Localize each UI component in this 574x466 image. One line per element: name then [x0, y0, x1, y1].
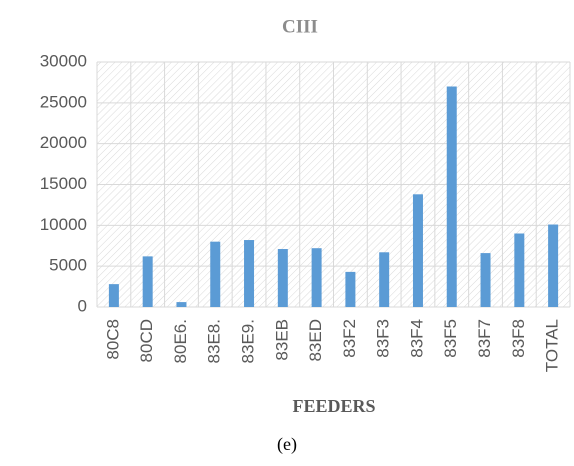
caption: (e) [277, 434, 297, 455]
bar [108, 284, 119, 307]
bar [345, 271, 356, 307]
y-tick-label: 30000 [40, 51, 87, 70]
x-tick-label: TOTAL [543, 319, 562, 372]
x-tick-label: 80C8 [103, 319, 122, 360]
x-tick-label: 83F4 [407, 319, 426, 358]
x-tick-label: 83F2 [340, 319, 359, 358]
x-axis-label: FEEDERS [292, 396, 375, 416]
y-tick-label: 10000 [40, 215, 87, 234]
x-tick-label: 83EB [272, 319, 291, 361]
x-tick-label: 83ED [306, 319, 325, 362]
bar [142, 256, 153, 307]
x-tick-label: 80CD [137, 319, 156, 362]
x-tick-label: 83E9. [239, 319, 258, 363]
y-tick-label: 5000 [49, 256, 87, 275]
chart-title: CIII [282, 16, 318, 37]
y-tick-label: 20000 [40, 133, 87, 152]
bar [446, 86, 457, 307]
bar [548, 224, 559, 307]
bar [311, 248, 322, 307]
x-tick-label: 83F5 [441, 319, 460, 358]
bar [379, 252, 390, 307]
bar [244, 240, 255, 307]
x-tick-label: 83F3 [374, 319, 393, 358]
y-tick-label: 15000 [40, 174, 87, 193]
bar [412, 194, 423, 307]
x-tick-label: 83F7 [475, 319, 494, 358]
bar [210, 241, 221, 307]
bar [176, 302, 187, 307]
x-tick-label: 80E6. [171, 319, 190, 363]
bar [480, 253, 491, 307]
x-tick-label: 83F8 [509, 319, 528, 358]
bar [277, 249, 288, 307]
bar [514, 233, 525, 307]
y-tick-label: 25000 [40, 92, 87, 111]
x-tick-label: 83E8. [205, 319, 224, 363]
y-tick-label: 0 [78, 296, 87, 315]
